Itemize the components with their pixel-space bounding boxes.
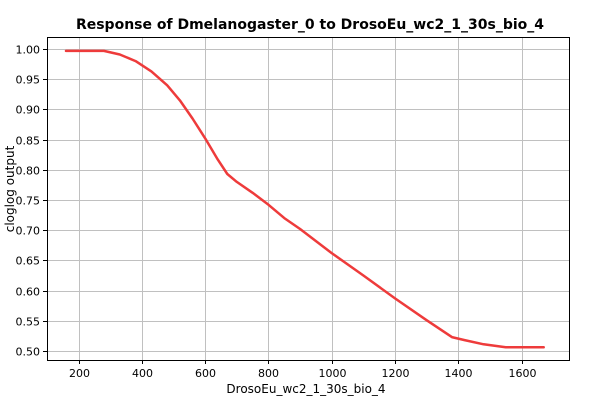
x-tick-label: 400 bbox=[132, 367, 153, 380]
x-tick-label: 200 bbox=[69, 367, 90, 380]
x-axis-label: DrosoEu_wc2_1_30s_bio_4 bbox=[226, 382, 385, 396]
y-tick-label: 0.65 bbox=[16, 255, 41, 268]
y-tick-label: 0.75 bbox=[16, 195, 41, 208]
y-tick-label: 0.85 bbox=[16, 135, 41, 148]
y-tick-label: 0.70 bbox=[16, 225, 41, 238]
y-tick-label: 0.90 bbox=[16, 104, 41, 117]
x-tick-label: 1000 bbox=[319, 367, 347, 380]
chart-title: Response of Dmelanogaster_0 to DrosoEu_w… bbox=[76, 17, 544, 33]
y-tick-label: 0.55 bbox=[16, 316, 41, 329]
y-tick-label: 0.80 bbox=[16, 165, 41, 178]
plot-area bbox=[47, 37, 569, 360]
y-tick-label: 0.60 bbox=[16, 286, 41, 299]
series-lines bbox=[64, 49, 545, 349]
x-tick-label: 1600 bbox=[509, 367, 537, 380]
y-tick-label: 0.50 bbox=[16, 346, 41, 359]
x-tick-label: 800 bbox=[258, 367, 279, 380]
response-curve bbox=[64, 49, 545, 349]
x-tick-label: 1400 bbox=[445, 367, 473, 380]
plot-frame bbox=[43, 37, 570, 364]
grid-lines bbox=[47, 37, 569, 360]
y-axis-label: cloglog output bbox=[3, 145, 17, 232]
y-tick-label: 1.00 bbox=[16, 44, 41, 57]
x-tick-label: 1200 bbox=[382, 367, 410, 380]
x-tick-label: 600 bbox=[195, 367, 216, 380]
tick-labels: 200 400 600 800 1000 1200 1400 1600 1.00 0.95 0.90… bbox=[16, 44, 537, 381]
y-tick-label: 0.95 bbox=[16, 74, 41, 87]
plot-border bbox=[47, 37, 570, 361]
